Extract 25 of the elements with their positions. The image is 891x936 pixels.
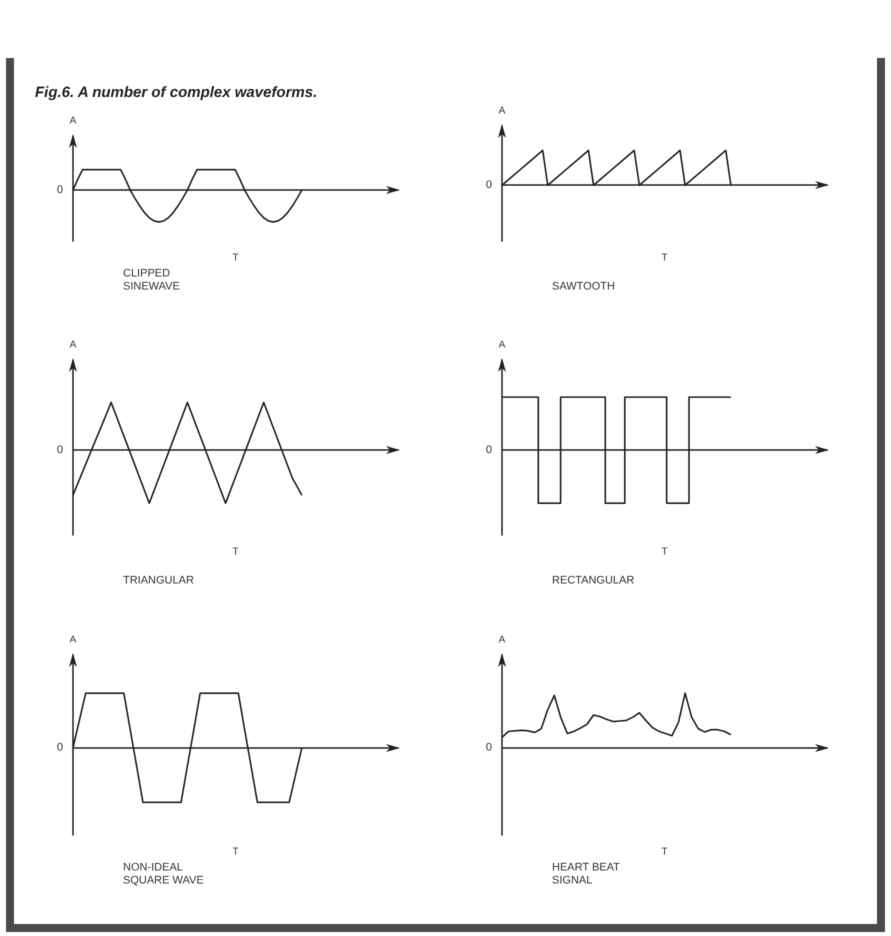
text: 0 bbox=[56, 742, 63, 754]
text: 0 bbox=[486, 444, 492, 456]
text: 0 bbox=[56, 184, 63, 196]
y-axis-title: A bbox=[70, 634, 77, 646]
text: TRIANGULAR bbox=[123, 574, 194, 586]
text: 0 bbox=[56, 444, 63, 456]
y-axis-title: A bbox=[498, 340, 506, 350]
text: HEART BEAT SIGNAL bbox=[552, 862, 623, 886]
y-axis-title: A bbox=[70, 116, 77, 126]
x-axis-title: T bbox=[232, 546, 239, 558]
y-axis-title: A bbox=[498, 106, 506, 116]
x-axis-title: T bbox=[232, 846, 239, 858]
text: NON-IDEAL SQUARE WAVE bbox=[123, 862, 204, 886]
chart-title: Fig.6. A number of complex waveforms. bbox=[35, 84, 318, 101]
text: SAWTOOTH bbox=[552, 280, 615, 292]
x-axis-title: T bbox=[661, 546, 668, 558]
text: 0 bbox=[486, 179, 492, 192]
x-axis-title: T bbox=[661, 846, 668, 858]
x-axis-title: T bbox=[661, 252, 668, 264]
y-axis-title: A bbox=[70, 340, 77, 350]
text: 0 bbox=[486, 742, 492, 754]
text: CLIPPED SINEWAVE bbox=[123, 268, 180, 292]
text: RECTANGULAR bbox=[552, 574, 634, 586]
y-axis-title: A bbox=[498, 634, 506, 646]
x-axis-title: T bbox=[232, 252, 239, 264]
